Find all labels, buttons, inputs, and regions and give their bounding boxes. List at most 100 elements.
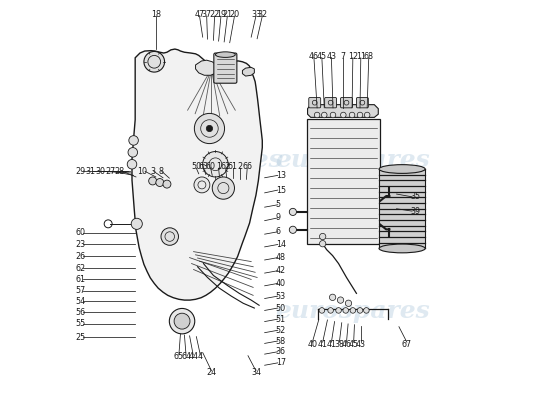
Text: 29: 29 <box>75 167 85 176</box>
Text: 60: 60 <box>206 162 216 171</box>
Circle shape <box>343 308 349 313</box>
Circle shape <box>206 125 213 132</box>
Text: 33: 33 <box>251 10 261 19</box>
Text: 9: 9 <box>276 213 281 222</box>
Circle shape <box>320 240 326 247</box>
Text: 61: 61 <box>75 275 85 284</box>
Text: 54: 54 <box>75 297 85 306</box>
Text: 6: 6 <box>276 227 281 236</box>
Text: 25: 25 <box>75 332 85 342</box>
Text: 36: 36 <box>276 347 286 356</box>
Text: 61: 61 <box>228 162 238 171</box>
Text: 37: 37 <box>202 10 212 19</box>
Text: 50: 50 <box>276 304 286 312</box>
Circle shape <box>174 313 190 329</box>
Text: 56: 56 <box>75 308 85 316</box>
Circle shape <box>330 112 336 118</box>
Circle shape <box>336 308 342 313</box>
Polygon shape <box>132 49 262 300</box>
Text: 11: 11 <box>356 52 366 61</box>
Text: eurospares: eurospares <box>275 148 430 172</box>
Text: 40: 40 <box>276 279 286 288</box>
Circle shape <box>128 148 138 157</box>
Circle shape <box>144 52 164 72</box>
Text: 41: 41 <box>318 340 328 349</box>
Text: 47: 47 <box>195 10 205 19</box>
Circle shape <box>315 112 320 118</box>
Circle shape <box>194 114 224 144</box>
Polygon shape <box>307 105 378 117</box>
Circle shape <box>156 178 164 186</box>
Text: 43: 43 <box>356 340 366 349</box>
Text: eurospares: eurospares <box>275 299 430 323</box>
Text: 63: 63 <box>199 162 208 171</box>
Circle shape <box>194 177 210 193</box>
Circle shape <box>328 308 333 313</box>
FancyBboxPatch shape <box>309 98 321 108</box>
Circle shape <box>319 308 324 313</box>
Circle shape <box>337 297 344 303</box>
Circle shape <box>340 112 346 118</box>
Text: 53: 53 <box>276 292 286 301</box>
Circle shape <box>364 308 369 313</box>
Text: 48: 48 <box>276 253 286 262</box>
Text: 35: 35 <box>410 192 420 201</box>
Text: 2: 2 <box>238 162 243 171</box>
Text: 55: 55 <box>75 320 85 328</box>
Text: 45: 45 <box>317 52 327 61</box>
Text: 42: 42 <box>276 266 286 275</box>
Polygon shape <box>243 67 254 76</box>
Text: 12: 12 <box>348 52 358 61</box>
Text: 40: 40 <box>307 340 317 349</box>
Circle shape <box>364 112 370 118</box>
Text: eurospares: eurospares <box>128 148 283 172</box>
Circle shape <box>212 177 234 199</box>
Text: 62: 62 <box>75 264 85 273</box>
Circle shape <box>349 112 355 118</box>
Circle shape <box>289 226 296 233</box>
Text: 44: 44 <box>188 352 198 361</box>
Text: 38: 38 <box>334 340 344 349</box>
Text: 57: 57 <box>75 286 85 295</box>
Polygon shape <box>307 118 380 244</box>
Text: 8: 8 <box>159 167 164 176</box>
Circle shape <box>358 308 363 313</box>
Text: 43: 43 <box>326 52 337 61</box>
Text: 41: 41 <box>326 340 337 349</box>
Text: 34: 34 <box>251 368 261 377</box>
Text: 64: 64 <box>181 352 191 361</box>
Text: 46: 46 <box>309 52 319 61</box>
Text: 18: 18 <box>151 10 161 19</box>
Text: 68: 68 <box>364 52 374 61</box>
Text: 67: 67 <box>402 340 412 349</box>
Circle shape <box>345 300 351 306</box>
Text: 19: 19 <box>216 10 226 19</box>
Text: 13: 13 <box>276 171 286 180</box>
Text: 28: 28 <box>115 167 125 176</box>
Circle shape <box>131 218 142 229</box>
Text: 21: 21 <box>222 10 233 19</box>
Circle shape <box>203 152 228 177</box>
Ellipse shape <box>216 52 235 57</box>
Circle shape <box>321 112 327 118</box>
Text: 62: 62 <box>221 162 231 171</box>
Text: 27: 27 <box>105 167 115 176</box>
Text: 31: 31 <box>85 167 96 176</box>
Circle shape <box>161 228 179 245</box>
Text: 60: 60 <box>75 228 85 237</box>
Text: 66: 66 <box>242 162 252 171</box>
Circle shape <box>358 112 363 118</box>
Text: 14: 14 <box>276 240 286 249</box>
Text: 52: 52 <box>276 326 286 335</box>
FancyBboxPatch shape <box>214 53 237 83</box>
Text: 26: 26 <box>75 252 85 261</box>
Circle shape <box>148 177 157 185</box>
FancyBboxPatch shape <box>324 98 337 108</box>
Text: 51: 51 <box>276 315 286 324</box>
Text: 46: 46 <box>342 340 351 349</box>
Circle shape <box>289 208 296 216</box>
Text: 22: 22 <box>210 10 220 19</box>
Circle shape <box>127 160 137 169</box>
Text: 45: 45 <box>349 340 359 349</box>
Text: 50: 50 <box>191 162 201 171</box>
